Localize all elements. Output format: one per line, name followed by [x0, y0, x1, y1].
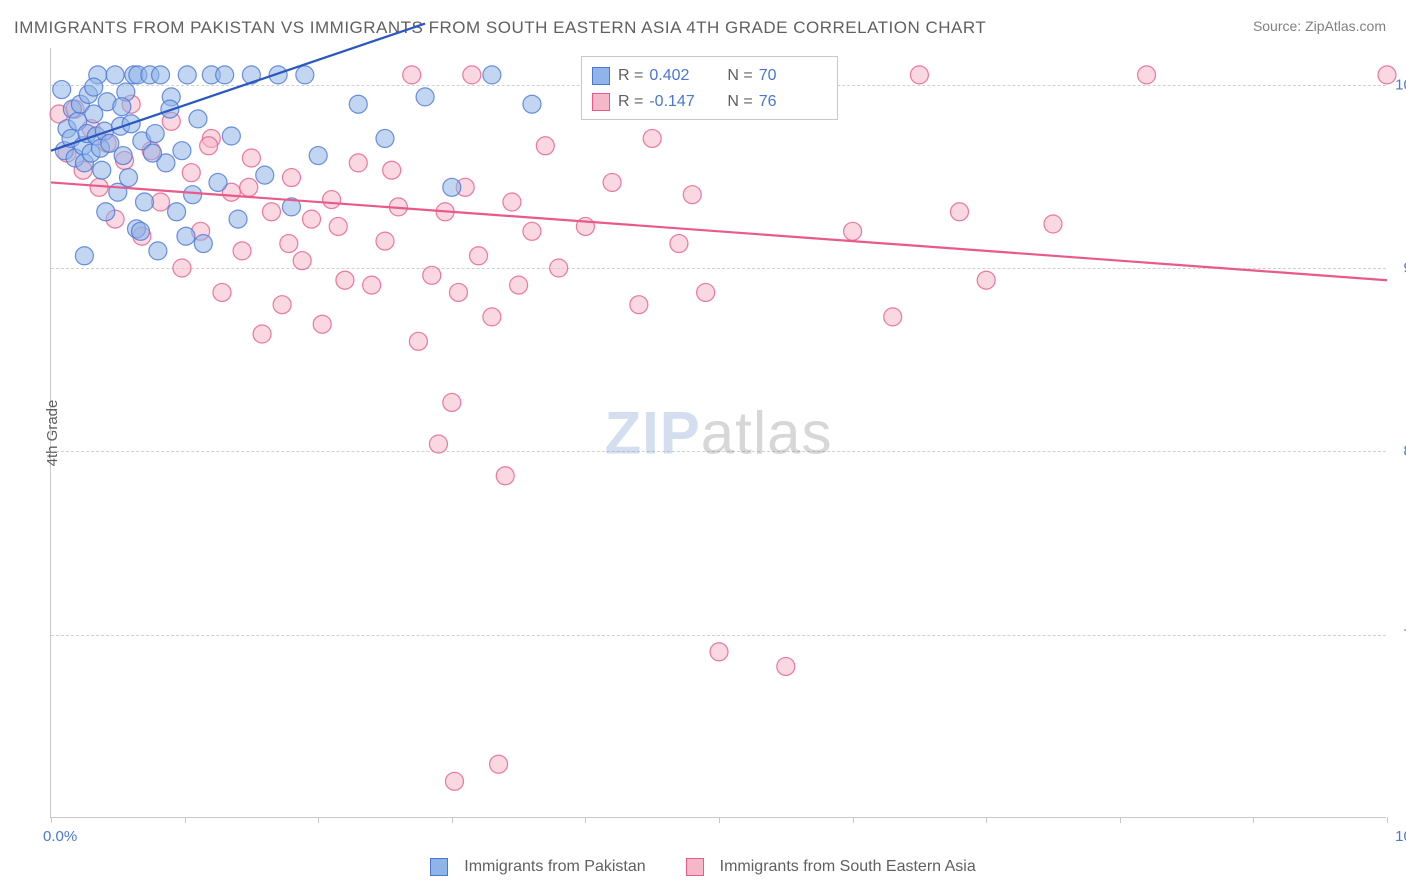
- series-legend: Immigrants from Pakistan Immigrants from…: [0, 858, 1406, 876]
- legend-item-pakistan: Immigrants from Pakistan: [430, 858, 645, 876]
- legend-label-pakistan: Immigrants from Pakistan: [464, 858, 645, 876]
- source-label: Source: ZipAtlas.com: [1253, 18, 1386, 34]
- r-label: R =: [618, 63, 643, 89]
- legend-label-sea: Immigrants from South Eastern Asia: [720, 858, 976, 876]
- y-tick-label: 77.5%: [1391, 626, 1406, 643]
- legend-row-sea: R = -0.147 N = 76: [592, 89, 823, 115]
- r-label: R =: [618, 89, 643, 115]
- legend-item-sea: Immigrants from South Eastern Asia: [686, 858, 976, 876]
- r-value-sea: -0.147: [649, 89, 713, 115]
- chart-title: IMMIGRANTS FROM PAKISTAN VS IMMIGRANTS F…: [14, 18, 986, 38]
- plot-area: 4th Grade 77.5%85.0%92.5%100.0% ZIPatlas…: [50, 48, 1386, 818]
- legend-row-pakistan: R = 0.402 N = 70: [592, 63, 823, 89]
- n-label: N =: [727, 63, 752, 89]
- swatch-sea-icon: [686, 858, 704, 876]
- correlation-legend: R = 0.402 N = 70 R = -0.147 N = 76: [581, 56, 838, 120]
- n-value-sea: 76: [759, 89, 823, 115]
- swatch-sea: [592, 93, 610, 111]
- x-max-label: 100.0%: [1395, 828, 1406, 845]
- y-tick-label: 92.5%: [1391, 260, 1406, 277]
- y-tick-label: 85.0%: [1391, 443, 1406, 460]
- n-value-pakistan: 70: [759, 63, 823, 89]
- swatch-pakistan: [592, 67, 610, 85]
- n-label: N =: [727, 89, 752, 115]
- swatch-pakistan-icon: [430, 858, 448, 876]
- r-value-pakistan: 0.402: [649, 63, 713, 89]
- x-min-label: 0.0%: [43, 828, 77, 845]
- scatter-svg: [51, 48, 1386, 817]
